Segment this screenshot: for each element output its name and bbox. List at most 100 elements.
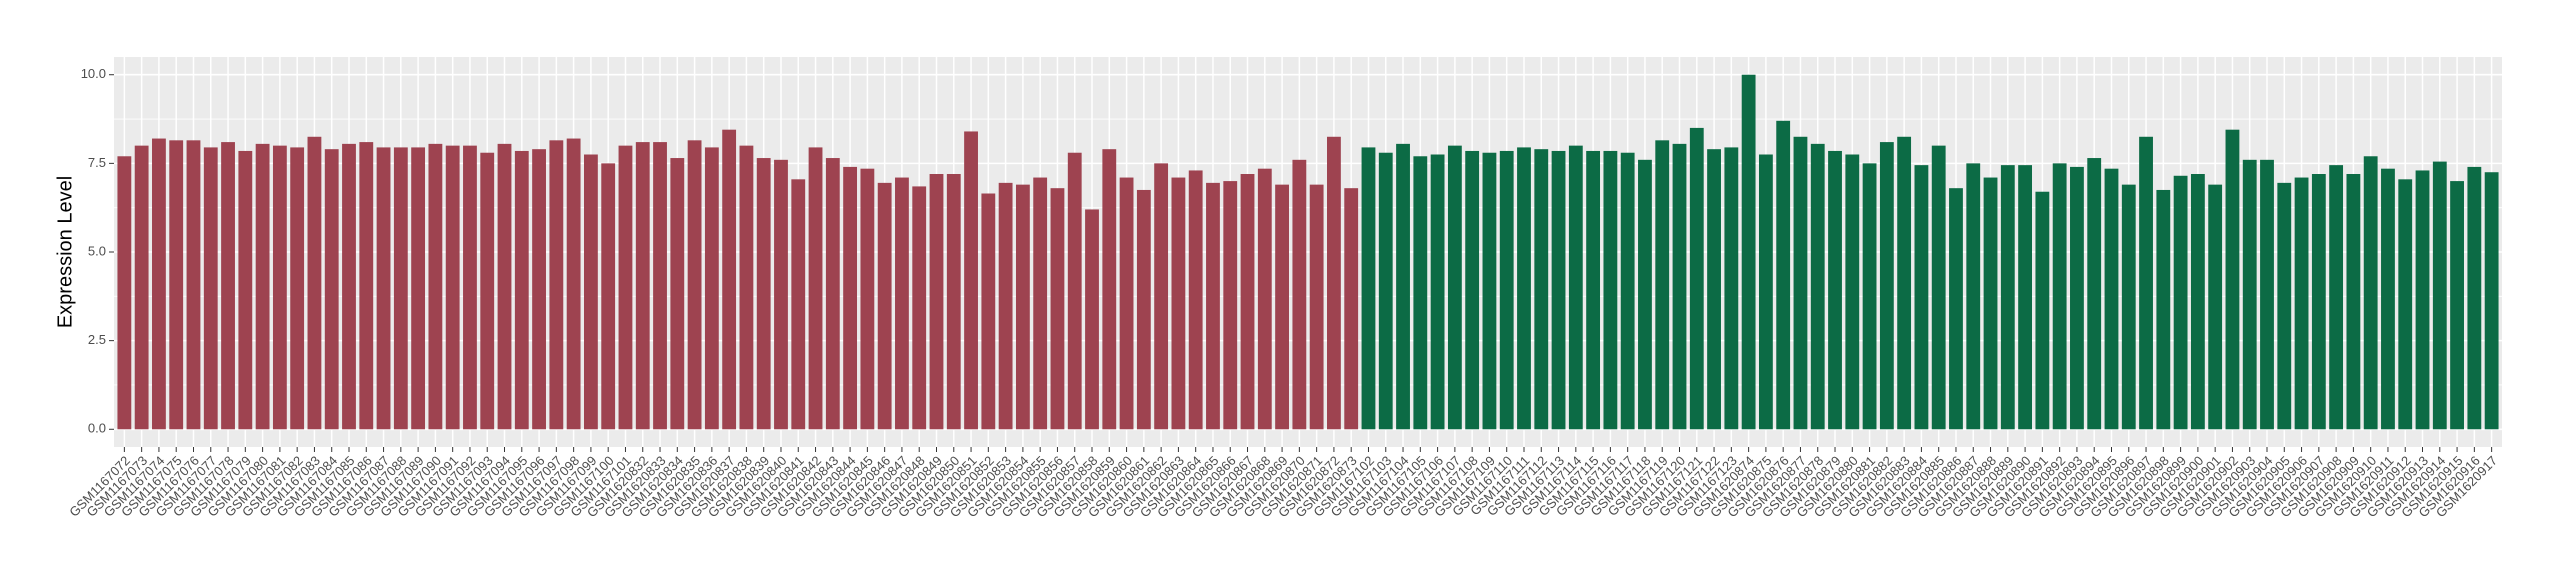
bar bbox=[1655, 140, 1670, 430]
bar bbox=[411, 147, 426, 430]
bar bbox=[1275, 184, 1289, 430]
bar bbox=[1949, 188, 1963, 430]
bar bbox=[1378, 152, 1393, 430]
bar bbox=[221, 142, 235, 430]
bar bbox=[1223, 181, 1238, 430]
bar bbox=[601, 163, 616, 430]
bar bbox=[117, 156, 132, 430]
bar bbox=[618, 145, 633, 430]
bar bbox=[2242, 159, 2257, 430]
bar bbox=[203, 147, 218, 430]
bar bbox=[549, 140, 564, 430]
bar bbox=[1672, 143, 1687, 430]
bar bbox=[255, 143, 270, 430]
bar bbox=[1776, 120, 1791, 430]
bar bbox=[895, 177, 909, 430]
bar bbox=[1413, 156, 1428, 430]
bar bbox=[2225, 129, 2240, 430]
bar bbox=[825, 158, 840, 430]
bar bbox=[480, 152, 495, 430]
bar bbox=[2329, 165, 2344, 430]
bar bbox=[1154, 163, 1169, 430]
bar bbox=[1361, 147, 1376, 430]
y-tick-label: 5.0 bbox=[88, 243, 106, 258]
bar bbox=[1620, 152, 1635, 430]
bar bbox=[272, 145, 287, 430]
bar bbox=[1240, 174, 1255, 430]
bar bbox=[2173, 175, 2188, 430]
bar bbox=[290, 147, 305, 430]
bar bbox=[445, 145, 460, 430]
bar bbox=[2121, 184, 2136, 430]
bar bbox=[722, 129, 737, 430]
bar bbox=[1983, 177, 1998, 430]
bar bbox=[463, 145, 477, 430]
bar bbox=[981, 193, 996, 430]
bar bbox=[1396, 143, 1410, 430]
bar bbox=[497, 143, 512, 430]
bar bbox=[1430, 154, 1445, 430]
bar bbox=[1465, 150, 1480, 430]
bar bbox=[1517, 147, 1531, 430]
bar bbox=[428, 143, 443, 430]
bar bbox=[687, 140, 702, 430]
bar bbox=[1845, 154, 1860, 430]
bar bbox=[670, 158, 685, 430]
bar bbox=[808, 147, 823, 430]
bar bbox=[2208, 184, 2223, 430]
bar bbox=[2104, 168, 2119, 430]
bar bbox=[152, 138, 166, 430]
bar bbox=[1879, 142, 1894, 430]
bar bbox=[1793, 136, 1808, 430]
bar bbox=[877, 182, 892, 430]
bar bbox=[1931, 145, 1946, 430]
bar bbox=[2311, 174, 2326, 430]
y-tick-label: 7.5 bbox=[88, 155, 106, 170]
bar bbox=[1758, 154, 1773, 430]
bar bbox=[1568, 145, 1583, 430]
bar bbox=[704, 147, 719, 430]
bar bbox=[1015, 184, 1030, 430]
bar bbox=[1724, 147, 1739, 430]
bar bbox=[1499, 150, 1514, 430]
bar bbox=[912, 186, 927, 430]
bar bbox=[2000, 165, 2015, 430]
bar bbox=[238, 150, 253, 430]
bar bbox=[2450, 181, 2464, 430]
bar bbox=[2484, 172, 2499, 430]
bar bbox=[1292, 159, 1307, 430]
bar bbox=[1085, 209, 1099, 430]
bar bbox=[583, 154, 598, 430]
bar bbox=[514, 150, 529, 430]
bar bbox=[1033, 177, 1048, 430]
bar bbox=[1586, 150, 1601, 430]
bar bbox=[376, 147, 391, 430]
bar bbox=[1741, 74, 1756, 430]
bar bbox=[1171, 177, 1186, 430]
y-axis-label: Expression Level bbox=[54, 176, 76, 328]
bar bbox=[1534, 149, 1549, 430]
y-tick-label: 0.0 bbox=[88, 421, 106, 436]
bar bbox=[532, 149, 546, 430]
bar bbox=[2432, 161, 2447, 430]
bar bbox=[359, 142, 374, 430]
bar bbox=[342, 143, 356, 430]
bar bbox=[566, 138, 581, 430]
bar bbox=[1309, 184, 1324, 430]
bar bbox=[1914, 165, 1929, 430]
bar bbox=[2294, 177, 2309, 430]
bar bbox=[1102, 149, 1117, 430]
bar bbox=[1897, 136, 1912, 430]
bar bbox=[791, 179, 806, 430]
bar bbox=[134, 145, 149, 430]
bar bbox=[774, 159, 788, 430]
bar bbox=[635, 142, 650, 430]
bar bbox=[1810, 143, 1825, 430]
bar bbox=[169, 140, 184, 430]
bar bbox=[2087, 158, 2102, 430]
bar bbox=[2190, 174, 2205, 430]
bar bbox=[2346, 174, 2361, 430]
bar bbox=[1119, 177, 1134, 430]
bar bbox=[1551, 150, 1566, 430]
